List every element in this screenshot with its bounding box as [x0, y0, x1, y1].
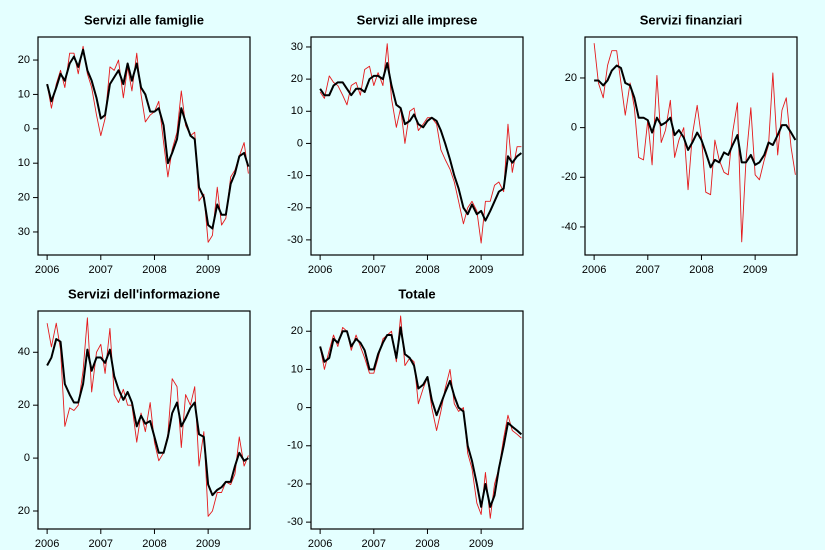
series-line: [319, 43, 522, 244]
y-tick-label: 10: [291, 105, 303, 117]
y-tick-label: -20: [287, 478, 303, 490]
series-line: [46, 45, 249, 243]
y-tick-label: 20: [18, 399, 30, 411]
x-tick-label: 2007: [89, 538, 113, 550]
x-tick-label: 2007: [362, 264, 386, 276]
x-tick-label: 2008: [142, 538, 166, 550]
y-tick-label: 10: [18, 157, 30, 169]
panel-title: Servizi dell'informazione: [68, 286, 220, 301]
panel-frame: [37, 36, 251, 256]
series-line: [319, 62, 522, 222]
y-tick-label: 20: [18, 191, 30, 203]
series-line: [319, 326, 523, 508]
panel-frame: [310, 36, 524, 256]
x-tick-label: 2009: [196, 264, 220, 276]
x-tick-label: 2009: [743, 264, 767, 276]
y-tick-label: 0: [24, 452, 30, 464]
x-tick-label: 2009: [196, 538, 220, 550]
x-tick-label: 2009: [469, 538, 493, 550]
x-tick-label: 2006: [582, 264, 606, 276]
y-tick-label: 30: [18, 226, 30, 238]
series-line: [594, 64, 797, 169]
x-tick-label: 2008: [415, 264, 439, 276]
panel-frame: [37, 310, 251, 530]
x-tick-label: 2008: [689, 264, 713, 276]
x-tick-label: 2008: [142, 264, 166, 276]
series-line: [46, 317, 249, 517]
x-tick-label: 2007: [362, 538, 386, 550]
y-tick-label: 40: [18, 346, 30, 358]
y-tick-label: 30: [291, 41, 303, 53]
series-line: [593, 43, 796, 243]
series-line: [46, 338, 249, 497]
y-tick-label: 20: [565, 72, 577, 84]
panel-title: Servizi alle imprese: [357, 12, 478, 27]
y-tick-label: 20: [291, 73, 303, 85]
series-line: [46, 48, 250, 230]
x-tick-label: 2008: [415, 538, 439, 550]
x-tick-label: 2007: [89, 264, 113, 276]
panel-frame: [584, 36, 798, 256]
y-tick-label: 0: [571, 122, 577, 134]
y-tick-label: 20: [18, 54, 30, 66]
y-tick-label: -20: [561, 171, 577, 183]
y-tick-label: 10: [291, 363, 303, 375]
y-tick-label: 0: [24, 123, 30, 135]
y-tick-label: -20: [287, 202, 303, 214]
x-tick-label: 2006: [308, 264, 332, 276]
panel-title: Servizi alle famiglie: [84, 12, 204, 27]
y-tick-label: 20: [291, 325, 303, 337]
panel-frame: [310, 310, 524, 530]
y-tick-label: -10: [287, 440, 303, 452]
y-tick-label: 20: [18, 505, 30, 517]
y-tick-label: 0: [297, 137, 303, 149]
panel-title: Servizi finanziari: [640, 12, 743, 27]
y-tick-label: -10: [287, 169, 303, 181]
y-tick-label: -40: [561, 221, 577, 233]
x-tick-label: 2007: [636, 264, 660, 276]
y-tick-label: -30: [287, 234, 303, 246]
panel-title: Totale: [398, 286, 435, 301]
y-tick-label: -30: [287, 516, 303, 528]
x-tick-label: 2006: [308, 538, 332, 550]
y-tick-label: 10: [18, 88, 30, 100]
x-tick-label: 2006: [35, 538, 59, 550]
x-tick-label: 2009: [469, 264, 493, 276]
y-tick-label: 0: [297, 401, 303, 413]
x-tick-label: 2006: [35, 264, 59, 276]
